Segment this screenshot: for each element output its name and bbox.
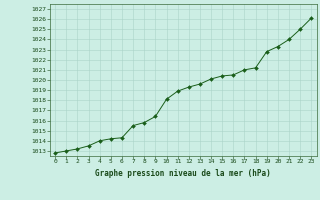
X-axis label: Graphe pression niveau de la mer (hPa): Graphe pression niveau de la mer (hPa)	[95, 169, 271, 178]
